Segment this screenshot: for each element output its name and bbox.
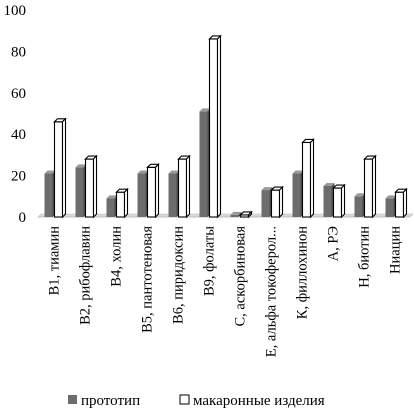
bar-pasta xyxy=(53,117,67,219)
bar-pasta xyxy=(301,138,315,219)
bar-pasta xyxy=(115,187,129,219)
y-axis: 0 20 40 60 80 100 xyxy=(4,3,414,226)
bar-pasta xyxy=(177,154,191,219)
category-label: Ниацин xyxy=(388,226,404,274)
bar-prototype xyxy=(75,164,87,217)
bar-prototype xyxy=(44,170,56,217)
bar-pasta xyxy=(363,154,377,219)
category-label: Е, альфа токоферол... xyxy=(264,226,280,357)
legend-swatch xyxy=(179,394,190,405)
bar-pasta xyxy=(84,154,98,219)
bar-pasta xyxy=(332,183,346,219)
y-tick-label: 80 xyxy=(11,44,26,60)
category-label: В2, рибофлавин xyxy=(78,226,94,325)
bar-pasta xyxy=(208,34,222,219)
bar-prototype xyxy=(106,195,118,217)
bar-prototype xyxy=(199,108,211,217)
category-label: К, филлохинон xyxy=(295,226,311,319)
legend: прототип макаронные изделия xyxy=(68,393,325,409)
bar-pasta xyxy=(394,187,408,219)
category-label: В5, пантотеновая xyxy=(140,226,156,333)
y-tick-label: 0 xyxy=(19,210,27,226)
category-label: В6, пиридоксин xyxy=(171,226,187,324)
bar-prototype xyxy=(168,170,180,217)
x-axis-labels: В1, тиамин В2, рибофлавин В4, холин В5, пан… xyxy=(47,226,404,358)
bar-pasta xyxy=(270,185,284,219)
category-label: Н, биотин xyxy=(357,226,373,288)
bar-prototype xyxy=(385,195,397,217)
category-label: С, аскорбиновая xyxy=(233,226,249,327)
legend-swatch xyxy=(68,395,77,404)
category-label: В4, холин xyxy=(109,226,125,287)
category-label: В9, фолаты xyxy=(202,226,218,296)
legend-label: макаронные изделия xyxy=(193,393,325,409)
y-tick-label: 100 xyxy=(4,3,27,19)
bar-prototype xyxy=(137,170,149,217)
bars xyxy=(44,34,408,219)
bar-pasta xyxy=(239,210,253,219)
category-label: В1, тиамин xyxy=(47,226,63,296)
bar-pasta xyxy=(146,162,160,219)
bar-prototype xyxy=(292,170,304,217)
y-tick-label: 20 xyxy=(11,169,26,185)
bar-prototype xyxy=(354,193,366,217)
category-label: А, РЭ xyxy=(326,226,342,261)
y-tick-label: 60 xyxy=(11,86,26,102)
y-tick-label: 40 xyxy=(11,127,26,143)
legend-label: прототип xyxy=(81,393,140,409)
bar-prototype xyxy=(261,187,273,217)
